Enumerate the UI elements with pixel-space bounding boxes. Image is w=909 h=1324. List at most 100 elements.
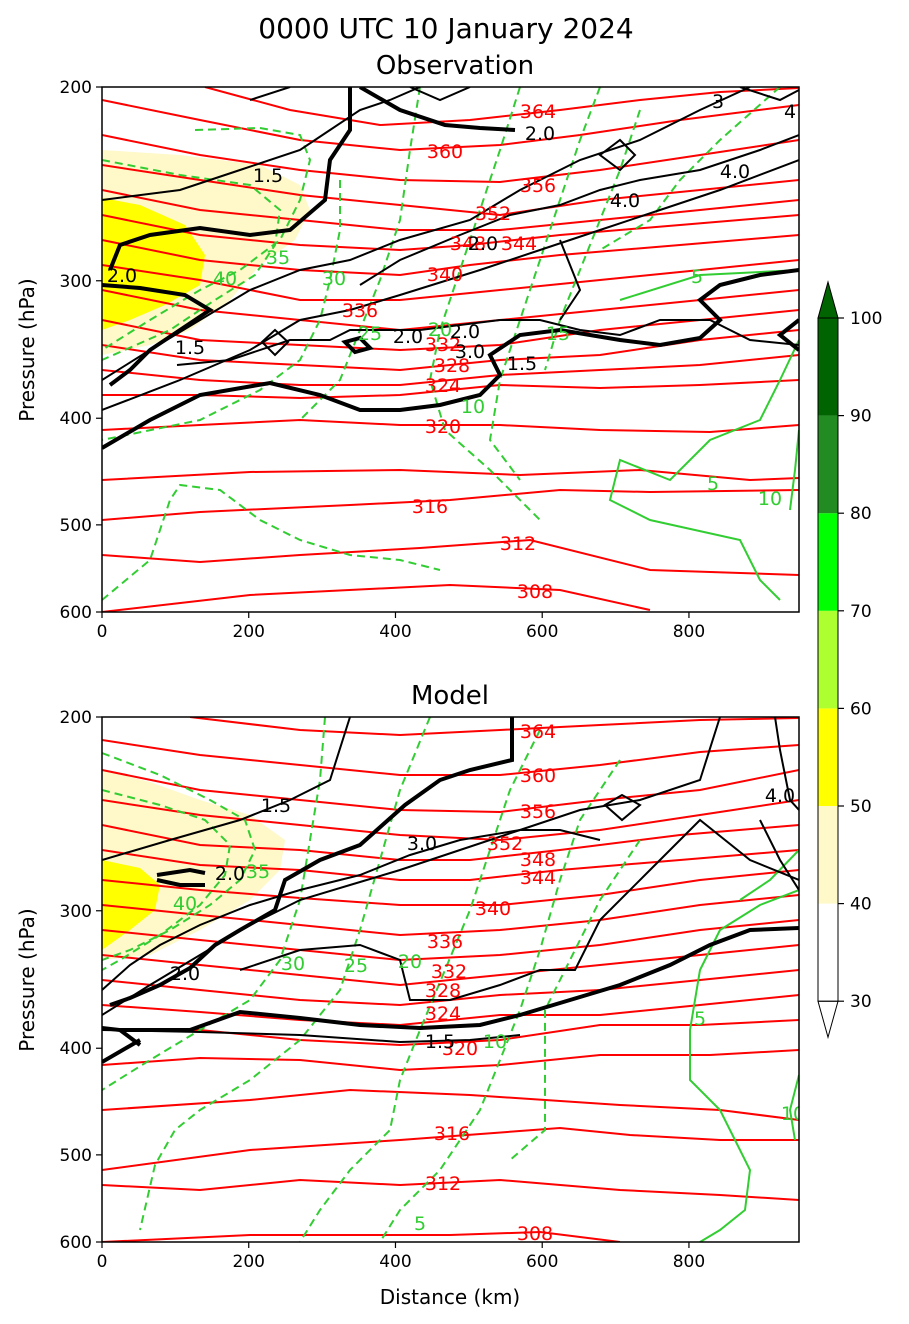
- rh-label: 25: [358, 323, 382, 345]
- pv-line: [409, 87, 471, 102]
- x-tick-label: 800: [673, 622, 705, 642]
- pv-label: 2.0: [107, 265, 137, 287]
- rh-label: 40: [173, 893, 197, 915]
- model-title: Model: [411, 681, 489, 711]
- pv-label: 4: [784, 101, 796, 123]
- pv-line: [156, 878, 205, 887]
- observation-title: Observation: [376, 51, 534, 81]
- rh-line: [102, 789, 232, 971]
- pv-line: [102, 87, 751, 381]
- pv-line: [102, 717, 351, 861]
- x-tick-label: 200: [233, 1252, 265, 1272]
- rh-label: 25: [344, 955, 368, 977]
- theta-line: [102, 134, 799, 184]
- x-tick-label: 800: [673, 1252, 705, 1272]
- pv-line: [260, 328, 290, 357]
- y-tick-label: 300: [60, 272, 92, 292]
- theta-label: 316: [412, 496, 448, 518]
- pv-label: 4.0: [610, 190, 640, 212]
- theta-line: [102, 379, 799, 400]
- rh-line: [509, 839, 641, 1161]
- pv-line: [341, 335, 374, 355]
- pv-line: [120, 926, 799, 1032]
- model-xlabel: Distance (km): [380, 1285, 520, 1309]
- pv-line: [359, 134, 799, 286]
- theta-label: 352: [475, 203, 511, 225]
- theta-labels: 364 360 356 352 348 344 340 336 332 328 …: [425, 721, 556, 1245]
- colorbar-segment: [818, 708, 838, 806]
- pv-label: 3.0: [407, 833, 437, 855]
- colorbar-segment: [818, 318, 838, 416]
- pv-label: 3: [712, 91, 724, 113]
- theta-label: 320: [442, 1038, 478, 1060]
- theta-label: 308: [517, 1223, 553, 1245]
- pv-label: 2.0: [468, 233, 498, 255]
- pv-line: [739, 87, 799, 102]
- theta-line: [102, 354, 799, 386]
- theta-line: [102, 1126, 799, 1171]
- colorbar-extend-max: [817, 280, 839, 319]
- theta-line: [102, 824, 799, 861]
- rh-line: [102, 752, 257, 961]
- pv-labels: 1.5 2.0 3.0 4.0 2.0 1.5: [170, 785, 795, 1053]
- rh-label: 20: [398, 951, 422, 973]
- theta-label: 324: [425, 375, 461, 397]
- theta-line: [102, 769, 799, 814]
- theta-line: [102, 994, 799, 1027]
- pv-line: [108, 87, 352, 271]
- rh-label: 10: [483, 1031, 507, 1053]
- rh-line: [789, 429, 799, 511]
- pv-line: [603, 793, 642, 822]
- theta-line: [102, 289, 799, 332]
- pv-2-contours: [102, 717, 799, 1064]
- theta-label: 356: [520, 175, 556, 197]
- colorbar: 30 40 50 60 70 80 90 100: [817, 280, 882, 1040]
- pv-label: 1.5: [425, 1031, 455, 1053]
- observation-frame: [101, 86, 800, 613]
- pv-line: [102, 283, 214, 387]
- pv-label: 1.5: [175, 337, 205, 359]
- pv-label: 2.0: [450, 321, 480, 343]
- theta-line: [102, 488, 799, 521]
- rh-label: 35: [246, 861, 270, 883]
- colorbar-tick-label: 30: [850, 992, 872, 1012]
- theta-label: 336: [427, 931, 463, 953]
- rh-line: [599, 87, 781, 251]
- rh-line: [788, 1074, 799, 1141]
- pv-line: [102, 159, 799, 411]
- colorbar-tick-label: 40: [850, 895, 872, 915]
- theta-label: 324: [425, 1003, 461, 1025]
- pv-line: [776, 318, 799, 352]
- y-tick-label: 200: [60, 708, 92, 728]
- theta-line: [102, 468, 799, 482]
- theta-label: 308: [517, 581, 553, 603]
- colorbar-segment: [818, 415, 838, 514]
- theta-label: 340: [427, 264, 463, 286]
- theta-label: 344: [501, 233, 537, 255]
- model-ylabel: Pressure (hPa): [15, 908, 39, 1051]
- theta-line: [102, 799, 799, 842]
- rh-contours: [102, 717, 799, 1242]
- model-plot-area: 364 360 356 352 348 344 340 336 332 328 …: [102, 717, 799, 1245]
- rh-label: 5: [707, 473, 719, 495]
- theta-line: [102, 189, 799, 231]
- theta-line: [102, 418, 799, 434]
- theta-line: [102, 1088, 799, 1121]
- figure-title: 0000 UTC 10 January 2024: [258, 12, 633, 45]
- theta-label: 364: [520, 721, 556, 743]
- colorbar-segment: [818, 903, 838, 1002]
- model-panel: Model: [15, 681, 800, 1309]
- rh-label: 30: [322, 268, 346, 290]
- theta-label: 356: [520, 801, 556, 823]
- model-axes: 0 200 400 600 800 200 300 400 500 600: [60, 708, 706, 1272]
- pv-line: [359, 87, 516, 132]
- pv-line: [759, 819, 799, 891]
- colorbar-extend-min: [817, 1000, 839, 1040]
- rh-line: [102, 180, 341, 441]
- colorbar-segment: [818, 610, 838, 709]
- theta-line: [102, 164, 799, 217]
- pv-line: [102, 268, 799, 450]
- rh-label: 5: [691, 266, 703, 288]
- theta-label: 312: [500, 533, 536, 555]
- theta-line: [102, 259, 799, 301]
